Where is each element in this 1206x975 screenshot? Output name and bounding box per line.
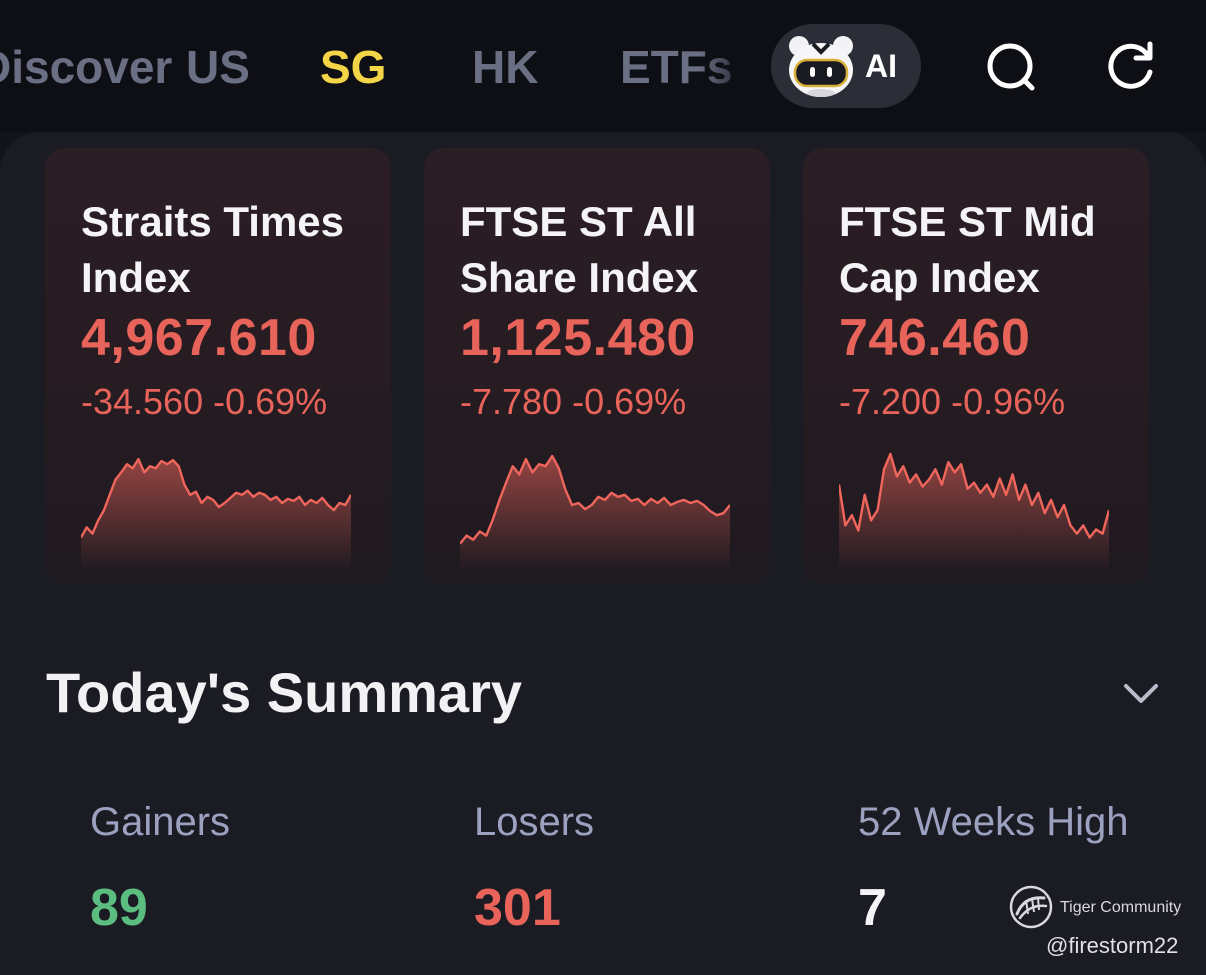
index-change-percent: -0.96%	[951, 381, 1066, 422]
sparkline-line	[460, 454, 730, 545]
index-value: 4,967.610	[81, 309, 317, 367]
refresh-icon[interactable]	[1104, 40, 1158, 94]
index-sparkline	[839, 452, 1109, 568]
index-value: 1,125.480	[460, 309, 696, 367]
tiger-mascot-icon	[789, 36, 853, 97]
sparkline-area	[460, 456, 730, 568]
stat-value-gainers[interactable]: 89	[90, 879, 148, 937]
stat-value-losers[interactable]: 301	[474, 879, 561, 937]
index-change-points: -34.560	[81, 381, 204, 422]
index-name: Straits Times Index	[81, 198, 345, 301]
index-change-points: -7.200	[839, 381, 942, 422]
watermark-handle: @firestorm22	[1046, 933, 1179, 958]
tab-us[interactable]: US	[186, 41, 250, 93]
index-change: -34.560 -0.69%	[81, 380, 327, 424]
top-nav-bar: Discover US SG HK ETFs AI	[0, 0, 1206, 132]
sparkline-line	[81, 457, 351, 539]
stat-value-52-week-high[interactable]: 7	[858, 879, 887, 937]
index-change-percent: -0.69%	[572, 381, 687, 422]
watermark-brand: Tiger Community	[1060, 899, 1182, 916]
chevron-down-icon[interactable]	[1120, 672, 1162, 714]
index-change-points: -7.780	[460, 381, 563, 422]
search-icon[interactable]	[984, 40, 1038, 94]
tab-hk[interactable]: HK	[472, 41, 539, 93]
index-name: FTSE ST Mid Cap Index	[839, 198, 1096, 301]
index-change: -7.200 -0.96%	[839, 380, 1065, 424]
index-sparkline	[81, 457, 351, 568]
index-card-ftse-all-share[interactable]: FTSE ST All Share Index 1,125.480 -7.780…	[424, 148, 770, 584]
tab-etfs[interactable]: ETFs	[620, 41, 733, 93]
index-card-sti[interactable]: Straits Times Index 4,967.610 -34.560 -0.…	[45, 148, 391, 584]
index-card-ftse-mid-cap[interactable]: FTSE ST Mid Cap Index 746.460 -7.200 -0.9…	[803, 148, 1149, 584]
ai-label: AI	[865, 48, 897, 84]
summary-title: Today's Summary	[46, 661, 522, 724]
index-value: 746.460	[839, 309, 1031, 367]
index-change: -7.780 -0.69%	[460, 380, 686, 424]
sparkline-line	[839, 452, 1109, 539]
market-tabs: Discover US SG HK ETFs	[0, 34, 760, 102]
tiger-community-logo-icon	[1009, 885, 1053, 929]
sparkline-area	[839, 454, 1109, 568]
tab-discover[interactable]: Discover	[0, 41, 173, 93]
tab-sg[interactable]: SG	[320, 41, 387, 93]
index-change-percent: -0.69%	[213, 381, 328, 422]
index-sparkline	[460, 454, 730, 568]
stat-label-gainers: Gainers	[90, 800, 231, 844]
index-name: FTSE ST All Share Index	[460, 198, 699, 301]
sparkline-area	[81, 459, 351, 568]
stat-label-losers: Losers	[474, 800, 595, 844]
stat-label-52-week-high: 52 Weeks High	[858, 800, 1129, 844]
ai-assistant-button[interactable]: AI	[771, 24, 921, 108]
